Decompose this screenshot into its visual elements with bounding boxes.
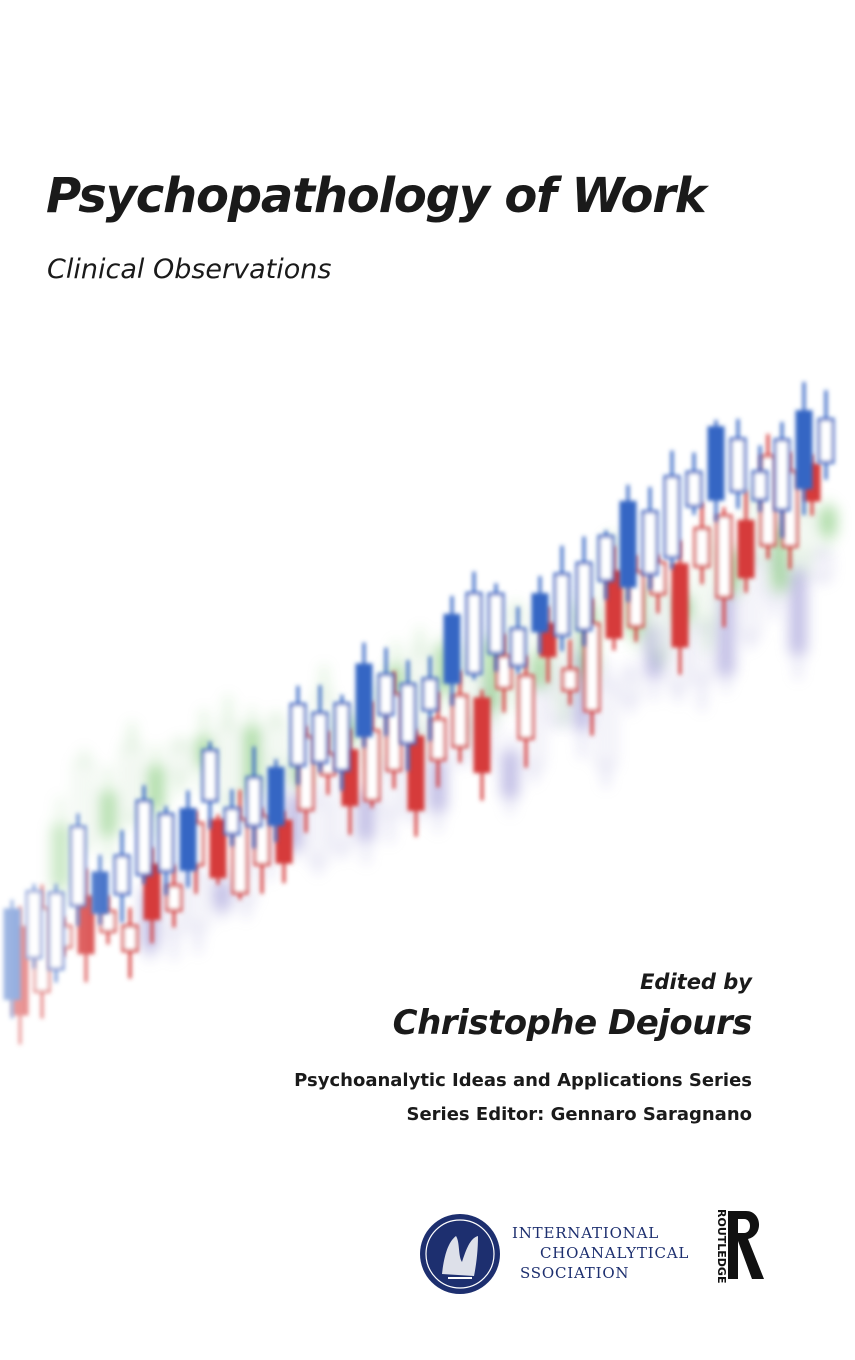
series-editor: Series Editor: Gennaro Saragnano xyxy=(406,1104,753,1125)
ipa-seal-logo xyxy=(420,1214,500,1294)
book-title: Psychopathology of Work xyxy=(46,168,707,224)
book-subtitle: Clinical Observations xyxy=(47,254,332,285)
series-name: Psychoanalytic Ideas and Applications Se… xyxy=(294,1070,752,1091)
edited-by-label: Edited by xyxy=(640,970,752,994)
candlestick-artwork xyxy=(0,360,855,1060)
routledge-label: ROUTLEDGE xyxy=(715,1209,728,1283)
ipa-line-2: CHOANALYTICAL xyxy=(540,1244,690,1262)
ipa-line-3: SSOCIATION xyxy=(520,1264,630,1282)
ipa-line-1: INTERNATIONAL xyxy=(512,1224,659,1242)
editor-name: Christophe Dejours xyxy=(392,1003,753,1043)
routledge-logo: ROUTLEDGE xyxy=(715,1209,764,1283)
